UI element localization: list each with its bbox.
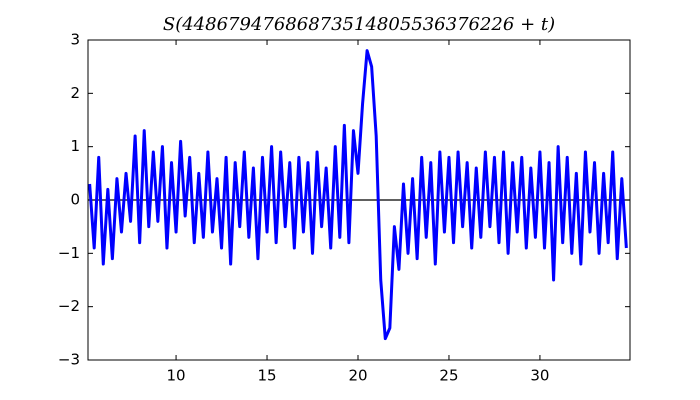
y-tick-label: 3 [70,31,80,49]
x-tick-label: 20 [348,367,367,385]
y-tick-label: −3 [58,351,80,369]
x-tick-label: 15 [257,367,276,385]
plot-frame [87,39,631,361]
y-tick-label: −1 [58,244,80,262]
x-tick-label: 30 [530,367,549,385]
x-tick-label: 25 [439,367,458,385]
y-tick-label: 2 [70,84,80,102]
y-tick-label: 1 [70,137,80,155]
chart-title: S(44867947686873514805536376226 + t) [163,14,555,35]
y-tick-label: −2 [58,297,80,315]
x-tick-label: 10 [167,367,186,385]
data-line [88,49,628,341]
y-tick-label: 0 [70,191,80,209]
